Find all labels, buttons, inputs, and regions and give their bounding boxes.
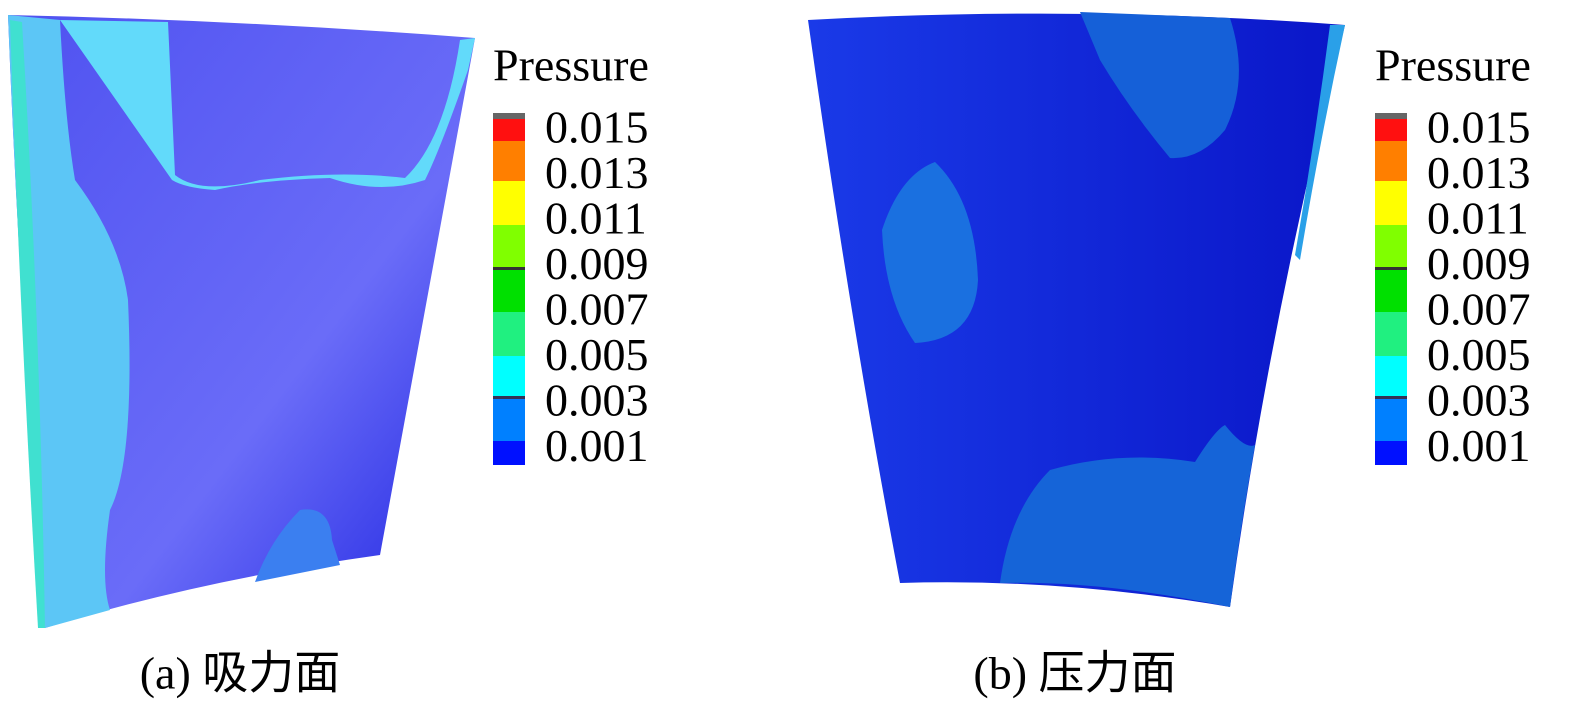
caption: (b) 压力面	[973, 648, 1176, 699]
legend-label: 0.003	[545, 375, 649, 426]
legend-label: 0.013	[1427, 147, 1531, 198]
labels: Pressure0.0150.0130.0110.0090.0070.0050.…	[140, 40, 1531, 699]
suction-surface-contour	[8, 15, 475, 628]
pressure-surface-contour	[808, 12, 1345, 608]
legend-title: Pressure	[493, 40, 649, 91]
legend-label: 0.007	[1427, 284, 1531, 335]
legend-label: 0.011	[545, 193, 647, 244]
legend-label: 0.015	[1427, 102, 1531, 153]
legend-title: Pressure	[1375, 40, 1531, 91]
legend-label: 0.013	[545, 147, 649, 198]
legend-label: 0.009	[1427, 238, 1531, 289]
caption: (a) 吸力面	[140, 648, 341, 699]
legend-label: 0.001	[545, 420, 649, 471]
legend-label: 0.003	[1427, 375, 1531, 426]
legend-label: 0.015	[545, 102, 649, 153]
legend-label: 0.011	[1427, 193, 1529, 244]
legend-colorbar	[1375, 113, 1407, 465]
legend-colorbar	[493, 113, 525, 465]
legend-label: 0.007	[545, 284, 649, 335]
legend-label: 0.005	[1427, 329, 1531, 380]
legend-label: 0.009	[545, 238, 649, 289]
legend-label: 0.005	[545, 329, 649, 380]
legend-label: 0.001	[1427, 420, 1531, 471]
